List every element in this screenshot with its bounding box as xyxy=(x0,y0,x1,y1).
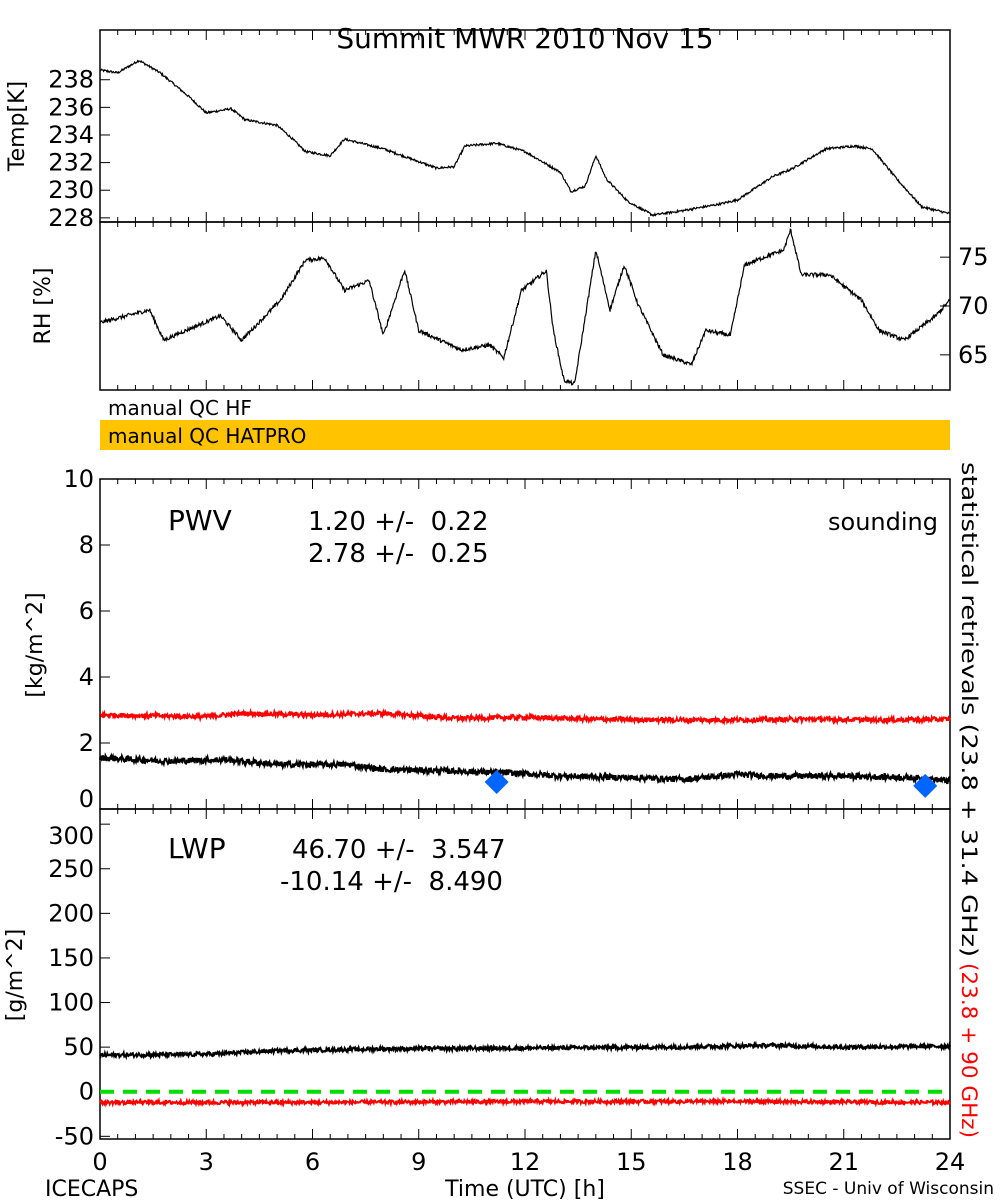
rh-series-rh xyxy=(99,228,951,386)
lwp-y-tick-label: 50 xyxy=(63,1033,94,1061)
x-tick-label: 12 xyxy=(510,1148,541,1176)
footer-right: SSEC - Univ of Wisconsin xyxy=(783,1179,994,1199)
retrieval-label-red: (23.8 + 90 GHz) xyxy=(957,963,981,1138)
lwp-ylabel: [g/m^2] xyxy=(3,929,28,1021)
x-tick-label: 9 xyxy=(411,1148,426,1176)
x-tick-label: 21 xyxy=(828,1148,859,1176)
footer-left: ICECAPS xyxy=(45,1177,138,1200)
retrieval-label: statistical retrievals (23.8 + 31.4 GHz)… xyxy=(957,462,981,1138)
x-tick-label: 24 xyxy=(935,1148,966,1176)
lwp-series-31-4-ghz-retrieval xyxy=(99,1040,951,1061)
temp-y-tick-label: 234 xyxy=(48,121,94,149)
pwv-y-tick-label: 10 xyxy=(63,465,94,493)
x-tick-label: 15 xyxy=(616,1148,647,1176)
lwp-series-90-ghz-retrieval xyxy=(99,1095,951,1109)
lwp-label: LWP xyxy=(168,832,226,865)
pwv-stat-black: 1.20 +/- 0.22 xyxy=(308,507,489,537)
lwp-frame xyxy=(99,808,951,1140)
temp-y-tick-label: 228 xyxy=(48,204,94,232)
lwp-y-tick-label: 200 xyxy=(48,899,94,927)
pwv-y-tick-label: 4 xyxy=(79,663,94,691)
pwv-panel: 0 2 4 6 8 10 xyxy=(63,465,951,813)
x-tick-label: 6 xyxy=(305,1148,320,1176)
pwv-y-tick-label: 2 xyxy=(79,729,94,757)
qc-hatpro-bar xyxy=(100,420,950,450)
temp-series-temp xyxy=(99,59,951,218)
pwv-series-31-4-ghz-retrieval xyxy=(99,707,951,726)
sounding-legend: sounding xyxy=(828,508,938,536)
sounding-marker xyxy=(484,769,509,794)
lwp-y-tick-label: 300 xyxy=(48,822,94,850)
x-tick-label: 3 xyxy=(199,1148,214,1176)
pwv-label: PWV xyxy=(168,504,232,537)
lwp-y-tick-label: 250 xyxy=(48,855,94,883)
rh-y-tick-label: 75 xyxy=(958,243,989,271)
pwv-y-tick-label: 8 xyxy=(79,531,94,559)
lwp-y-tick-label: 150 xyxy=(48,944,94,972)
temp-y-tick-label: 230 xyxy=(48,176,94,204)
temp-ylabel: Temp[K] xyxy=(5,81,30,172)
qc-hf-label: manual QC HF xyxy=(108,396,252,420)
pwv-stat-red: 2.78 +/- 0.25 xyxy=(308,539,489,569)
lwp-y-tick-label: -50 xyxy=(55,1122,94,1150)
retrieval-label-black: statistical retrievals (23.8 + 31.4 GHz) xyxy=(957,462,981,957)
rh-y-tick-label: 70 xyxy=(958,292,989,320)
x-tick-label: 0 xyxy=(92,1148,107,1176)
pwv-y-tick-label: 6 xyxy=(79,597,94,625)
lwp-y-tick-label: 100 xyxy=(48,989,94,1017)
rh-panel: 65 70 75 xyxy=(99,221,989,391)
x-axis-title: Time (UTC) [h] xyxy=(444,1177,605,1200)
pwv-ylabel: [kg/m^2] xyxy=(23,592,48,697)
pwv-series-90-ghz-retrieval xyxy=(99,752,951,786)
lwp-stat-black: 46.70 +/- 3.547 xyxy=(292,835,506,865)
x-tick-label: 18 xyxy=(722,1148,753,1176)
temp-y-tick-label: 238 xyxy=(48,66,94,94)
rh-frame xyxy=(99,221,951,391)
lwp-y-tick-label: 0 xyxy=(79,1078,94,1106)
pwv-y-tick-label: 0 xyxy=(79,785,94,813)
temp-y-tick-label: 236 xyxy=(48,93,94,121)
x-tick-labels: 0 3 6 9 12 15 18 21 24 xyxy=(92,1148,965,1176)
sounding-marker xyxy=(913,773,938,798)
rh-y-tick-label: 65 xyxy=(958,341,989,369)
temp-y-tick-label: 232 xyxy=(48,149,94,177)
rh-ylabel: RH [%] xyxy=(31,268,56,345)
lwp-stat-red: -10.14 +/- 8.490 xyxy=(280,867,503,897)
temp-frame xyxy=(99,29,951,223)
qc-hatpro-label: manual QC HATPRO xyxy=(108,424,306,448)
lwp-panel: -50 0 50 100 150 200 250 300 xyxy=(48,808,951,1150)
